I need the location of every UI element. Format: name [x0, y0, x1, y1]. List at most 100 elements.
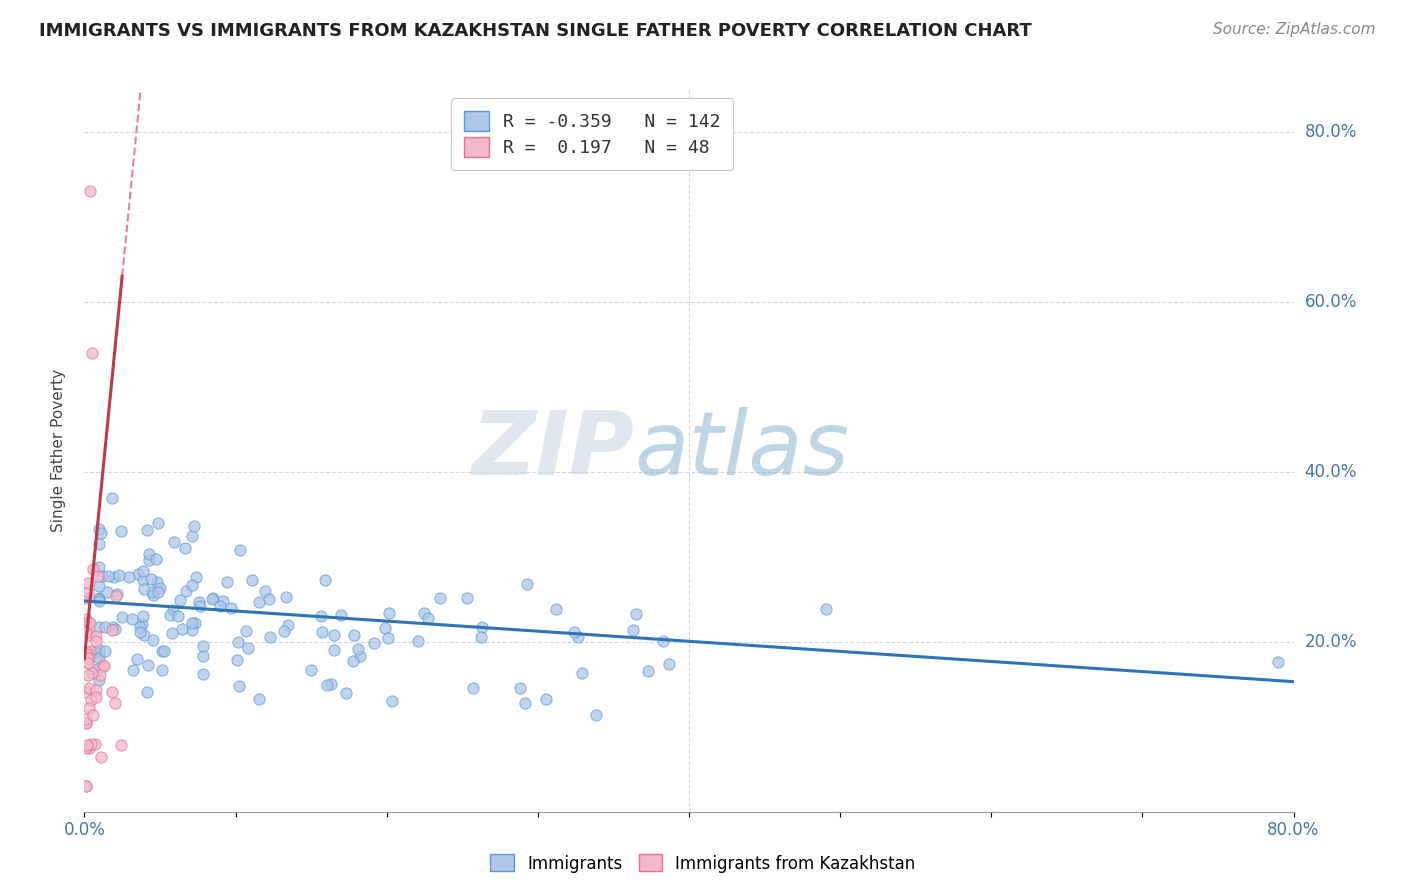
Text: 20.0%: 20.0% [1305, 632, 1357, 651]
Point [89, 522, 111, 536]
Point [335, 686, 357, 700]
Point [142, 588, 165, 602]
Point [253, 583, 276, 598]
Point [181, 529, 204, 543]
Point [110, 738, 132, 752]
Point [75, 684, 97, 698]
Point [103, 570, 125, 584]
Point [77, 584, 100, 599]
Point [152, 644, 174, 658]
Point [658, 657, 681, 672]
Point [314, 573, 336, 587]
Point [89, 537, 111, 551]
Point [235, 624, 257, 638]
Point [1267, 655, 1289, 669]
Point [136, 523, 159, 537]
Point [174, 541, 197, 555]
Point [89, 591, 111, 605]
Point [89, 559, 111, 574]
Point [814, 602, 837, 616]
Point [141, 585, 163, 599]
Point [585, 708, 607, 723]
Point [121, 612, 143, 626]
Point [83, 737, 105, 751]
Point [567, 630, 589, 644]
Point [240, 573, 263, 587]
Point [273, 624, 295, 638]
Point [76, 651, 98, 665]
Point [276, 617, 298, 632]
Point [374, 621, 396, 635]
Point [75, 647, 97, 661]
Point [651, 634, 673, 648]
Point [75, 779, 97, 793]
Point [323, 628, 346, 642]
Point [75, 716, 97, 731]
Point [562, 625, 585, 640]
Point [544, 602, 567, 616]
Point [322, 642, 344, 657]
Point [229, 543, 252, 558]
Point [82, 707, 104, 722]
Point [75, 740, 97, 755]
Point [188, 599, 211, 613]
Point [238, 641, 260, 656]
Point [122, 663, 145, 677]
Point [181, 578, 204, 592]
Point [82, 561, 104, 575]
Point [343, 628, 366, 642]
Point [162, 603, 184, 617]
Point [132, 608, 155, 623]
Point [101, 623, 124, 637]
Point [118, 570, 141, 584]
Point [191, 649, 214, 664]
Point [96, 585, 118, 599]
Point [191, 666, 214, 681]
Point [132, 565, 155, 579]
Point [93, 659, 115, 673]
Point [513, 696, 536, 710]
Point [107, 568, 129, 582]
Point [159, 607, 181, 622]
Point [163, 534, 186, 549]
Point [89, 579, 111, 593]
Point [226, 652, 249, 666]
Point [77, 667, 100, 681]
Legend: Immigrants, Immigrants from Kazakhstan: Immigrants, Immigrants from Kazakhstan [484, 847, 922, 880]
Point [342, 654, 364, 668]
Point [94, 620, 117, 634]
Point [77, 701, 100, 715]
Point [142, 632, 165, 647]
Point [75, 712, 97, 726]
Point [316, 677, 339, 691]
Point [456, 591, 478, 606]
Point [174, 583, 197, 598]
Point [208, 599, 231, 614]
Point [136, 685, 159, 699]
Point [202, 591, 225, 606]
Point [170, 622, 193, 636]
Point [89, 668, 111, 682]
Point [145, 552, 167, 566]
Point [77, 681, 100, 696]
Point [349, 648, 371, 663]
Point [247, 691, 270, 706]
Point [429, 591, 451, 605]
Point [150, 644, 173, 658]
Y-axis label: Single Father Poverty: Single Father Poverty [51, 369, 66, 532]
Text: IMMIGRANTS VS IMMIGRANTS FROM KAZAKHSTAN SINGLE FATHER POVERTY CORRELATION CHART: IMMIGRANTS VS IMMIGRANTS FROM KAZAKHSTAN… [39, 22, 1032, 40]
Point [104, 622, 127, 636]
Point [377, 632, 399, 646]
Text: 40.0%: 40.0% [1305, 463, 1357, 481]
Text: Source: ZipAtlas.com: Source: ZipAtlas.com [1212, 22, 1375, 37]
Point [89, 661, 111, 675]
Point [75, 591, 97, 605]
Point [79, 184, 101, 198]
Point [181, 623, 204, 637]
Point [136, 657, 159, 672]
Point [101, 620, 124, 634]
Point [378, 607, 401, 621]
Point [77, 656, 100, 670]
Point [125, 652, 148, 666]
Point [80, 737, 103, 751]
